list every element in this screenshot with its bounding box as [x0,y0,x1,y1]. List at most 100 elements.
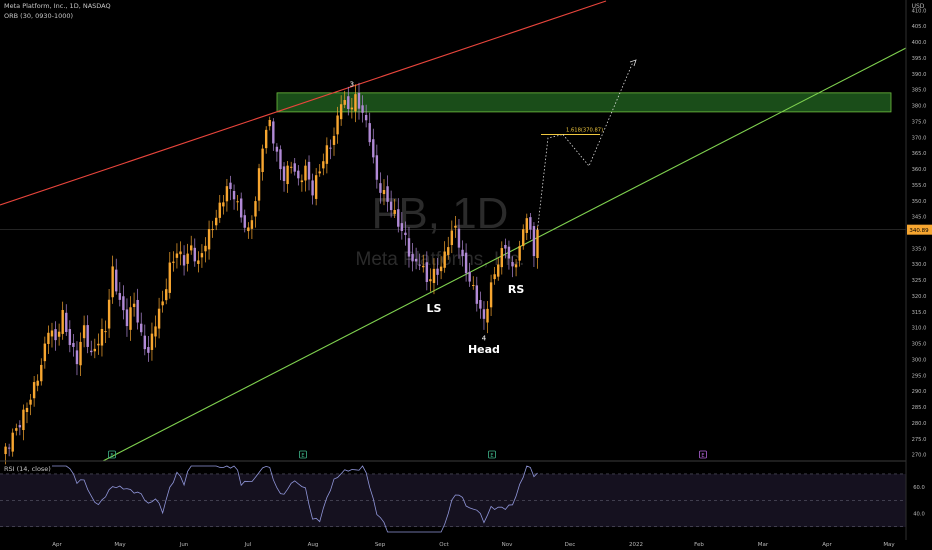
candle-body [511,262,514,267]
candle-body [143,335,146,350]
time-tick-label: Mar [758,542,769,548]
candle-body [468,271,471,282]
candle-body [179,251,182,255]
earnings-marker-label: E [490,453,493,459]
candle-body [197,260,200,264]
candle-body [454,225,457,228]
candle-body [411,254,414,262]
candle-body [15,428,18,431]
candle-body [529,217,532,230]
price-tick-label: 275.0 [912,437,927,443]
candle-body [229,182,232,190]
candle-body [261,148,264,173]
candle-body [118,293,122,300]
candle-body [418,264,421,266]
resistance-trendline [0,0,607,206]
candle-body [318,171,321,174]
candle-body [439,266,443,272]
trendlines [0,0,907,462]
time-tick-label: Jul [244,542,252,548]
candle-body [272,121,275,144]
candle-body [225,186,229,202]
price-tick-label: 280.0 [912,421,927,427]
candle-body [211,229,214,231]
candle-body [293,163,296,172]
candle-body [122,296,125,311]
candle-body [222,202,225,207]
candle-body [257,168,261,201]
candle-body [504,244,507,249]
candle-body [329,147,332,149]
candle-body [532,226,536,257]
last-price-tag [907,224,932,235]
candle-body [165,289,168,301]
earnings-marker-label: E [701,453,704,459]
candle-body [125,309,129,327]
earnings-marker [299,450,307,459]
time-tick-label: Dec [565,542,576,548]
candle-body [182,255,186,266]
candle-body [350,107,354,110]
candle-body [218,202,221,218]
candle-body [425,262,429,282]
candle-body [486,308,489,323]
candle-body [457,228,461,248]
annotation-label: RS [508,283,524,296]
candle-body [61,310,64,334]
candle-body [404,232,407,236]
candle-body [190,245,193,251]
resistance-zone [276,92,892,113]
candle-body [339,104,343,120]
candle-body [386,186,389,202]
candle-body [7,447,11,449]
candle-body [397,209,400,227]
candle-body [518,245,521,261]
price-tick-label: 320.0 [912,294,927,300]
price-tick-label: 365.0 [912,151,927,157]
projection-path [537,59,637,230]
price-tick-label: 390.0 [912,72,927,78]
candle-body [40,364,43,382]
candle-body [111,266,114,298]
candle-body [472,285,475,287]
earnings-marker-label: E [301,453,304,459]
price-tick-label: 305.0 [912,342,927,348]
candle-body [489,282,493,308]
earnings-marker [108,450,116,459]
candle-body [79,341,82,366]
candle-body [364,114,368,121]
price-tick-label: 395.0 [912,56,927,62]
time-tick-label: Sep [375,542,386,548]
arrow-head [629,59,637,67]
candle-body [140,323,143,333]
annotation-label: LS [427,302,442,315]
candle-body [536,229,539,258]
indicator-header: ORB (30, 0930-1000) [4,12,74,20]
watermark-name: Meta Platforms, Inc. [356,249,525,270]
annotation-label: 1.618(370.87) [566,128,603,134]
candle-body [464,252,468,274]
price-tick-label: 330.0 [912,262,927,268]
candle-body [57,331,61,337]
candle-body [475,285,479,304]
candle-body [65,312,68,332]
candle-body [232,190,236,200]
annotation-label: 3 [350,81,354,89]
candle-body [90,350,93,353]
earnings-marker [699,450,707,459]
candle-body [322,161,325,169]
projection-up-path [537,134,564,230]
candle-body [82,325,86,339]
price-tick-label: 295.0 [912,373,927,379]
candle-body [347,96,350,109]
price-tick-label: 355.0 [912,183,927,189]
price-tick-label: 290.0 [912,389,927,395]
candle-body [379,183,382,193]
candle-body [311,180,314,196]
time-tick-label: Feb [694,542,704,548]
time-tick-label: Apr [52,542,62,548]
annotation-label: 4 [482,334,487,342]
candle-body [239,198,243,218]
